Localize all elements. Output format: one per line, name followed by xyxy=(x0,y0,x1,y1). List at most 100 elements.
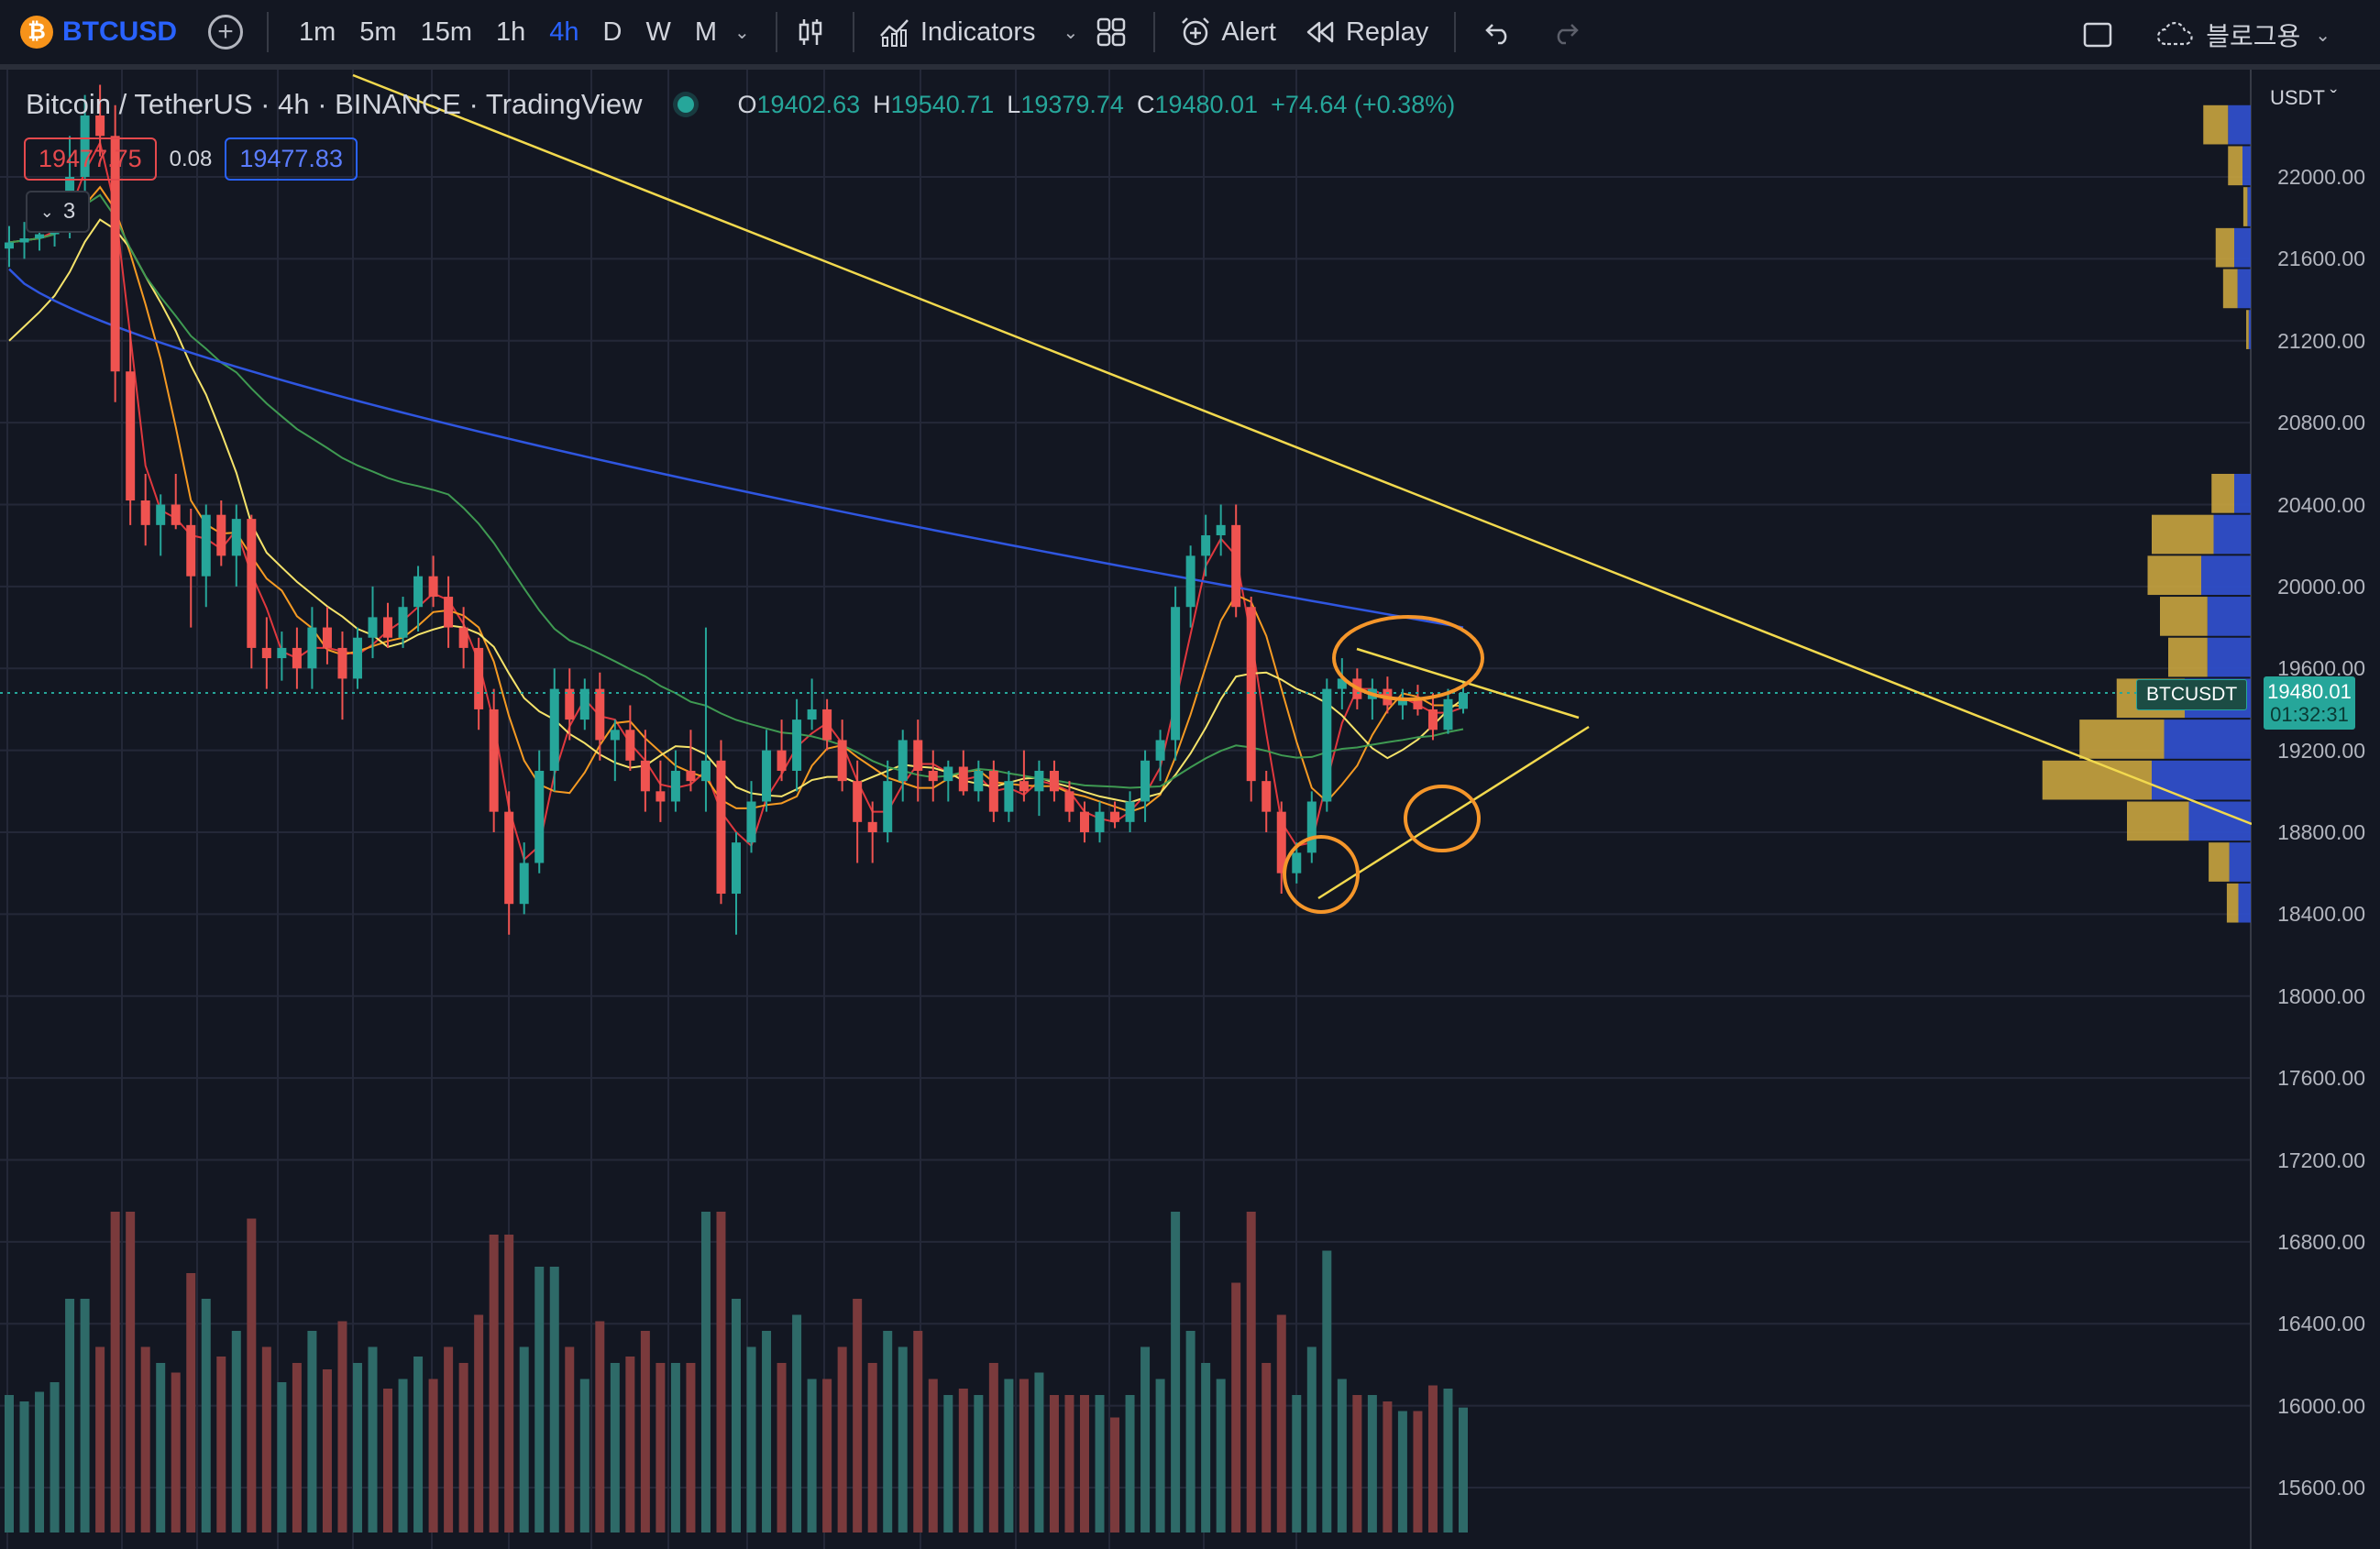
candle-down xyxy=(444,597,454,628)
replay-button[interactable]: Replay xyxy=(1304,0,1428,67)
volume-profile-buy xyxy=(2215,227,2234,268)
market-open-icon xyxy=(677,96,694,113)
volume-bar xyxy=(65,1299,75,1533)
volume-bar xyxy=(216,1357,226,1533)
alarm-clock-icon xyxy=(1182,17,1210,46)
candle-down xyxy=(428,576,438,598)
volume-bar xyxy=(898,1346,908,1533)
symbol-tag: BTCUSDT xyxy=(2136,679,2248,710)
chevron-down-icon: ⌄ xyxy=(39,202,54,221)
volume-profile-buy xyxy=(2127,801,2189,841)
alert-button[interactable]: Alert xyxy=(1179,0,1276,67)
volume-bar xyxy=(974,1395,984,1533)
chart-type-button[interactable] xyxy=(794,0,827,67)
candle-up xyxy=(231,519,241,556)
candle-down xyxy=(474,647,484,709)
buy-price-button[interactable]: 19477.83 xyxy=(225,137,358,181)
interval-4h[interactable]: 4h xyxy=(549,16,579,47)
volume-profile-buy xyxy=(2209,842,2230,882)
candle-up xyxy=(1322,688,1332,802)
volume-profile-sell xyxy=(2207,597,2251,636)
candle-down xyxy=(1231,524,1241,608)
high-label: H xyxy=(873,90,891,118)
layouts-button[interactable] xyxy=(1095,0,1128,67)
volume-bar xyxy=(640,1331,650,1533)
interval-d[interactable]: D xyxy=(602,16,623,47)
interval-m[interactable]: M xyxy=(694,16,718,47)
volume-bar xyxy=(746,1346,756,1533)
symbol-title[interactable]: Bitcoin / TetherUS · 4h · BINANCE · Trad… xyxy=(26,88,643,120)
candle-up xyxy=(277,647,287,659)
price-tick-label: 17200.00 xyxy=(2277,1148,2365,1172)
candles-icon xyxy=(799,19,822,45)
redo-button[interactable] xyxy=(1549,0,1582,67)
volume-profile-sell xyxy=(2213,514,2251,555)
undo-button[interactable] xyxy=(1482,0,1515,67)
candle-up xyxy=(307,627,317,669)
symbol-search[interactable]: ₿ BTCUSD xyxy=(20,0,177,67)
ma-yellow-line xyxy=(8,218,1464,804)
interval-1h[interactable]: 1h xyxy=(496,16,526,47)
volume-bar xyxy=(1231,1282,1241,1533)
volume-bar xyxy=(247,1218,257,1533)
candle-down xyxy=(216,514,226,556)
currency-selector[interactable]: USDT ˇ xyxy=(2270,86,2337,109)
low-value: 19379.74 xyxy=(1020,90,1124,118)
interval-5m[interactable]: 5m xyxy=(359,16,397,47)
volume-bar xyxy=(1140,1346,1151,1533)
price-axis[interactable]: 22000.00 21600.00 21200.00 20800.00 20400.00… xyxy=(2252,70,2380,1549)
volume-bar xyxy=(686,1363,696,1533)
price-tick-label: 18800.00 xyxy=(2277,820,2365,844)
volume-bar xyxy=(413,1357,424,1533)
candle-down xyxy=(186,524,196,577)
divider xyxy=(775,12,777,52)
interval-15m[interactable]: 15m xyxy=(420,16,473,47)
spread-value: 0.08 xyxy=(169,146,213,171)
volume-profile-sell xyxy=(2201,555,2251,596)
divider xyxy=(1454,12,1457,52)
price-chart[interactable] xyxy=(0,70,2252,1549)
price-tick-label: 18400.00 xyxy=(2277,902,2365,927)
volume-bar xyxy=(1171,1212,1181,1533)
volume-profile-buy xyxy=(2042,760,2152,800)
fullscreen-button[interactable] xyxy=(2081,0,2114,70)
indicators-collapse-button[interactable]: ⌄ 3 xyxy=(26,191,90,233)
price-tick-label: 19200.00 xyxy=(2277,738,2365,763)
sell-price-button[interactable]: 19477.75 xyxy=(24,137,157,181)
interval-w[interactable]: W xyxy=(645,16,671,47)
save-layout-button[interactable]: 블로그용 ⌄ xyxy=(2154,0,2343,70)
volume-bar xyxy=(656,1363,666,1533)
price-tick-label: 16800.00 xyxy=(2277,1229,2365,1254)
volume-profile-sell xyxy=(2207,637,2251,677)
chevron-down-icon: ⌄ xyxy=(2315,25,2330,46)
volume-bar xyxy=(807,1379,817,1533)
volume-bars xyxy=(5,1212,1468,1533)
symbol-label: BTCUSD xyxy=(62,16,177,47)
volume-bar xyxy=(595,1321,605,1533)
price-tick-label: 17600.00 xyxy=(2277,1066,2365,1091)
volume-bar xyxy=(1427,1385,1438,1533)
volume-bar xyxy=(853,1299,863,1533)
volume-profile-buy xyxy=(2079,720,2165,759)
indicators-button[interactable]: Indicators xyxy=(878,0,1036,67)
volume-bar xyxy=(988,1363,998,1533)
close-value: 19480.01 xyxy=(1154,90,1259,118)
chevron-down-icon[interactable]: ⌄ xyxy=(734,22,750,43)
candle-up xyxy=(1292,852,1302,873)
candle-up xyxy=(610,730,620,741)
volume-bar xyxy=(171,1372,181,1533)
candle-up xyxy=(898,740,908,782)
interval-1m[interactable]: 1m xyxy=(299,16,336,47)
volume-bar xyxy=(1292,1395,1302,1533)
volume-bar xyxy=(716,1212,726,1533)
volume-bar xyxy=(1262,1363,1272,1533)
volume-bar xyxy=(928,1379,938,1533)
volume-bar xyxy=(1397,1411,1407,1533)
price-tick-label: 16400.00 xyxy=(2277,1312,2365,1336)
price-tick-label: 21600.00 xyxy=(2277,247,2365,271)
plus-circle-icon[interactable]: + xyxy=(208,15,243,49)
candle-up xyxy=(1337,678,1347,689)
volume-bar xyxy=(110,1212,120,1533)
volume-bar xyxy=(1185,1331,1196,1533)
chevron-down-icon[interactable]: ⌄ xyxy=(1063,22,1079,43)
